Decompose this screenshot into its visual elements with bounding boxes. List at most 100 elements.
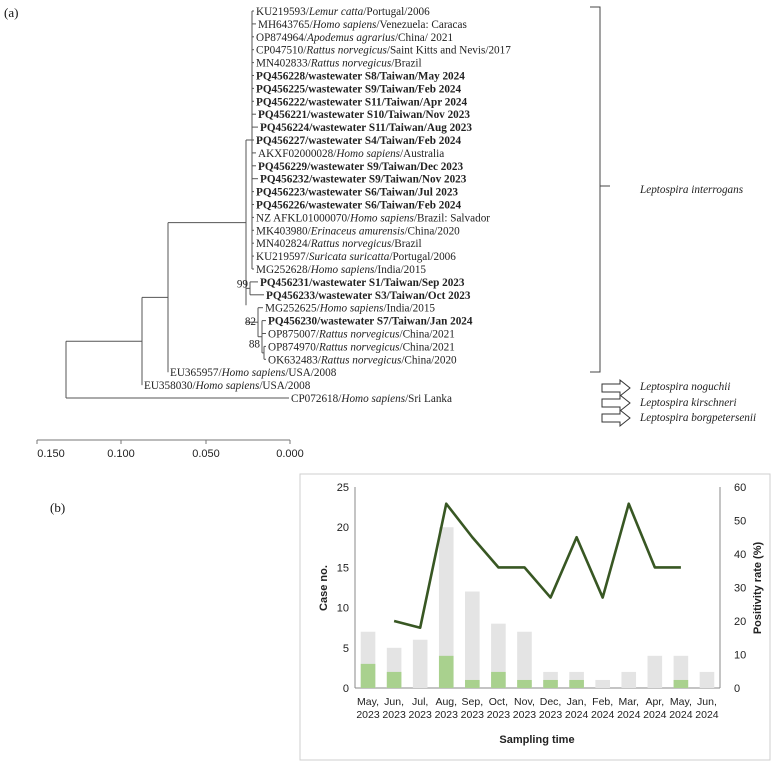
x-tick-label: Aug, 2023 (435, 696, 459, 721)
outgroup-arrows (601, 378, 631, 428)
bootstrap-value: 88 (249, 339, 261, 351)
bar-total (412, 639, 428, 688)
bars-positive-samples (360, 655, 689, 688)
leaf-accession: OK632483/ (268, 354, 322, 366)
tree-leaf-label: PQ456231/wastewater S1/Taiwan/Sep 2023 (260, 277, 465, 289)
y-ticks-right: 0 10 20 30 40 50 60 (734, 482, 746, 695)
tree-leaf-label: PQ456230/wastewater S7/Taiwan/Jan 2024 (268, 316, 473, 328)
leaf-accession: MG252628/ (256, 264, 312, 276)
leaf-host: Homo sapiens (221, 367, 286, 379)
leaf-host: Erinaceus amurensis (310, 225, 405, 237)
leaf-accession: OP874964/ (256, 32, 308, 44)
bar-total (595, 679, 610, 688)
bar-positive (517, 679, 532, 688)
leaf-accession: PQ456221/wastewater S10/Taiwan/Nov 2023 (258, 109, 470, 121)
leaf-accession: PQ456225/wastewater S9/Taiwan/Feb 2024 (256, 83, 462, 95)
leaf-host: Homo sapiens (319, 303, 384, 315)
leaf-host: Rattus norvegicus (310, 238, 392, 250)
leaf-host: Homo sapiens (195, 380, 260, 392)
bar-positive (491, 671, 506, 688)
bar-total (465, 591, 480, 688)
outgroup-arrow-icon (601, 378, 631, 398)
leaf-host: Homo sapiens (335, 148, 400, 160)
tree-leaf-label: MG252625/Homo sapiens/India/2015 (265, 303, 435, 315)
x-tick-label: Jul, 2023 (408, 696, 432, 721)
leaf-location: /USA/2008 (259, 380, 310, 392)
outgroup-label-borgpetersenii: Leptospira borgpetersenii (639, 412, 756, 424)
bar-positive (386, 671, 402, 688)
bar-positive (465, 679, 480, 688)
positivity-rate-line (393, 502, 681, 630)
bar-total (621, 671, 637, 688)
y-axis-title: Case no. (318, 565, 330, 611)
leaf-host: Homo sapiens (310, 264, 375, 276)
bar-positive (569, 679, 584, 688)
leaf-accession: OP875007/ (268, 329, 320, 341)
x-tick-label: May, 2024 (669, 696, 693, 721)
tree-leaf-label: OP874970/Rattus norvegicus/China/2021 (268, 341, 455, 353)
y2-axis-title: Positivity rate (%) (752, 542, 764, 635)
leaf-host: Rattus norvegicus (320, 354, 402, 366)
bootstrap-value: 99 (237, 278, 249, 290)
y2-tick-label: 50 (734, 516, 746, 528)
bootstrap-values: 99 82 88 (237, 278, 261, 350)
leaf-location: /Portugal/2006 (363, 6, 430, 18)
tree-leaf-label: CP047510/Rattus norvegicus/Saint Kitts a… (256, 45, 511, 57)
leaf-host: Rattus norvegicus (318, 329, 400, 341)
leaf-accession: PQ456230/wastewater S7/Taiwan/Jan 2024 (268, 316, 473, 328)
x-tick-label: Jun, 2024 (695, 696, 719, 721)
leaf-accession: MN402833/ (256, 58, 312, 70)
leaf-host: Lemur catta (308, 6, 364, 18)
phylogenetic-tree: KU219593/Lemur catta/Portugal/2006MH6437… (36, 6, 756, 460)
bar-total (647, 655, 663, 688)
leaf-host: Apodemus agrarius (306, 32, 396, 44)
leaf-location: /India/2015 (374, 264, 426, 276)
leaf-accession: MH643765/ (258, 19, 314, 31)
leaf-accession: NZ AFKL01000070/ (256, 212, 351, 224)
tree-leaf-label: MH643765/Homo sapiens/Venezuela: Caracas (258, 19, 467, 31)
leaf-location: /Brazil (391, 238, 421, 250)
outgroup-label-noguchii: Leptospira noguchii (639, 381, 730, 393)
tree-leaf-label: PQ456233/wastewater S3/Taiwan/Oct 2023 (266, 290, 471, 302)
leaf-location: /China/2021 (399, 329, 454, 341)
leaf-accession: EU358030/ (144, 380, 196, 392)
scale-tick-label: 0.100 (107, 448, 135, 460)
leaf-accession: AKXF02000028/ (258, 148, 337, 160)
bar-total (699, 671, 715, 688)
chart-frame (299, 473, 771, 761)
y-tick-label: 20 (337, 522, 349, 534)
leaf-accession: OP874970/ (268, 341, 320, 353)
leaf-accession: PQ456223/wastewater S6/Taiwan/Jul 2023 (256, 187, 458, 199)
leaf-accession: CP047510/ (256, 45, 307, 57)
leaf-accession: PQ456227/wastewater S4/Taiwan/Feb 2024 (256, 135, 462, 147)
bar-positive (360, 663, 376, 688)
tree-leaf-label: EU358030/Homo sapiens/USA/2008 (144, 380, 311, 392)
bar-positive (438, 655, 454, 688)
leaf-accession: MG252625/ (265, 303, 321, 315)
leaf-accession: CP072618/ (291, 393, 342, 405)
y2-tick-label: 40 (734, 549, 746, 561)
leaf-accession: EU365957/ (170, 367, 222, 379)
tree-leaf-label: OP874964/Apodemus agrarius/China/ 2021 (256, 32, 453, 44)
leaf-location: /Australia (400, 148, 444, 160)
tree-leaf-label: AKXF02000028/Homo sapiens/Australia (258, 148, 444, 160)
tree-leaf-label: MG252628/Homo sapiens/India/2015 (256, 264, 426, 276)
leaf-location: /Brazil (391, 58, 421, 70)
tree-leaf-label: PQ456223/wastewater S6/Taiwan/Jul 2023 (256, 187, 458, 199)
tree-leaf-label: CP072618/Homo sapiens/Sri Lanka (291, 393, 452, 405)
tree-leaf-label: PQ456221/wastewater S10/Taiwan/Nov 2023 (258, 109, 470, 121)
tree-leaf-label: EU365957/Homo sapiens/USA/2008 (170, 367, 337, 379)
tree-leaf-label: OK632483/Rattus norvegicus/China/2020 (268, 354, 457, 366)
clade-bracket (590, 6, 610, 373)
y2-tick-label: 0 (734, 683, 740, 695)
rate-line (393, 502, 681, 630)
leaf-accession: PQ456229/wastewater S9/Taiwan/Dec 2023 (258, 161, 463, 173)
leaf-accession: MK403980/ (256, 225, 312, 237)
bootstrap-value: 82 (245, 316, 256, 328)
tree-leaf-label: PQ456226/wastewater S6/Taiwan/Feb 2024 (256, 200, 462, 212)
leaf-accession: KU219597/ (256, 251, 310, 263)
outgroup-arrow-icon (601, 393, 631, 413)
